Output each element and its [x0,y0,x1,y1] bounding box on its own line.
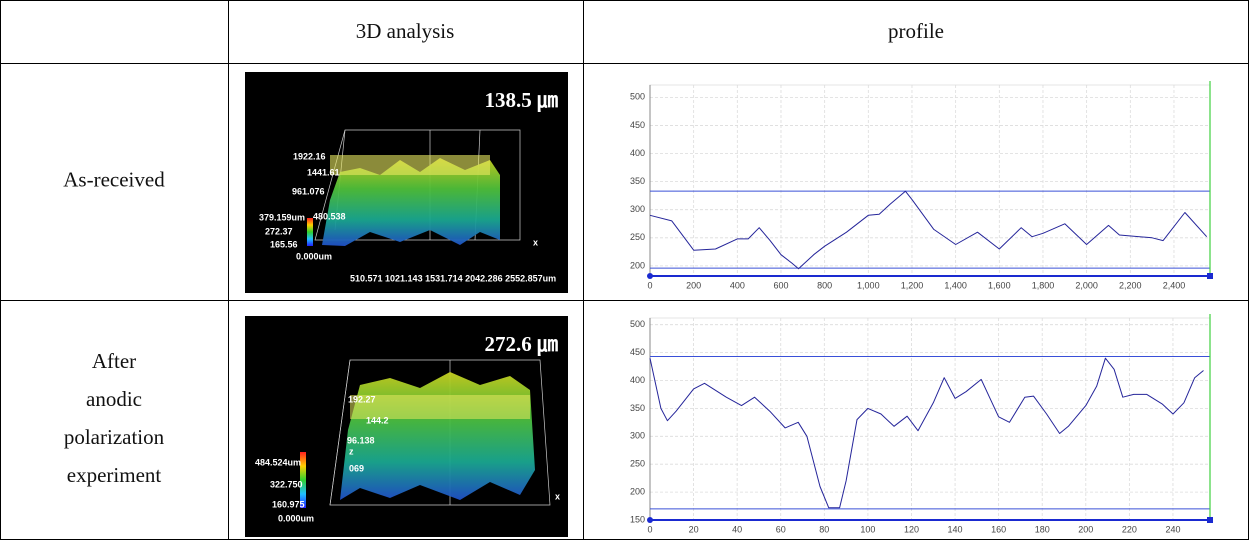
x-tick-label: 1,400 [944,280,967,290]
column-header: 3D analysis [356,19,455,43]
profile-line [649,190,1208,270]
y-tick-label: 400 [630,148,645,158]
axis-label: 961.076 [292,186,325,196]
x-tick-label: 60 [776,524,786,534]
axis-label: 144.2 [366,415,389,425]
y-tick-label: 350 [630,403,645,413]
x-tick-label: 2,000 [1075,280,1098,290]
x-tick-label: 1,000 [857,280,880,290]
row-label: anodic [86,387,142,411]
axis-label: 1441.61 [307,167,340,177]
profile-line [649,357,1204,509]
x-tick-label: 600 [773,280,788,290]
y-tick-label: 450 [630,120,645,130]
axis-label: x [533,237,538,247]
y-tick-label: 300 [630,204,645,214]
axis-label: 510.571 1021.143 1531.714 2042.286 2552.… [350,273,556,283]
y-tick-label: 350 [630,176,645,186]
axis-label: 0.000um [278,513,314,523]
axis-label: x [555,491,560,501]
axis-label: 160.975 [272,499,305,509]
x-tick-label: 240 [1165,524,1180,534]
axis-label: 165.56 [270,239,298,249]
x-tick-label: 800 [817,280,832,290]
selection-start [647,273,653,279]
y-tick-label: 400 [630,375,645,385]
x-tick-label: 200 [1078,524,1093,534]
y-tick-label: 150 [630,514,645,524]
axis-label: 379.159um [259,212,305,222]
surface-image [245,72,568,293]
axis-label: 0.000um [296,251,332,261]
x-tick-label: 1,800 [1032,280,1055,290]
surface-image [245,316,568,537]
row-label: polarization [64,425,165,449]
y-tick-label: 500 [630,319,645,329]
x-tick-label: 220 [1122,524,1137,534]
plot-area [649,317,1211,521]
row-label: experiment [67,463,162,487]
x-tick-label: 2,200 [1119,280,1142,290]
y-tick-label: 250 [630,459,645,469]
x-tick-label: 2,400 [1163,280,1186,290]
x-tick-label: 80 [819,524,829,534]
y-tick-label: 200 [630,486,645,496]
x-tick-label: 120 [904,524,919,534]
height-label: 138.5 ㎛ [485,88,559,113]
x-tick-label: 0 [647,524,652,534]
x-tick-label: 400 [730,280,745,290]
selection-end [1207,273,1213,279]
y-tick-label: 250 [630,232,645,242]
row-label: As-received [63,167,165,191]
x-tick-label: 180 [1035,524,1050,534]
y-tick-label: 500 [630,92,645,102]
y-tick-label: 200 [630,260,645,270]
y-tick-label: 450 [630,347,645,357]
x-tick-label: 1,600 [988,280,1011,290]
axis-label: 192.27 [348,394,376,404]
axis-label: 272.37 [265,226,293,236]
x-tick-label: 0 [647,280,652,290]
x-tick-label: 20 [689,524,699,534]
x-tick-label: 40 [732,524,742,534]
axis-label: 480.538 [313,211,346,221]
row-label: After [92,349,136,373]
x-tick-label: 100 [860,524,875,534]
x-tick-label: 160 [991,524,1006,534]
axis-label: z [349,446,354,456]
axis-label: 069 [349,463,364,473]
height-label: 272.6 ㎛ [485,332,559,357]
y-tick-label: 300 [630,431,645,441]
plot-area [649,84,1211,277]
x-tick-label: 1,200 [901,280,924,290]
column-header: profile [888,19,944,43]
axis-label: 1922.16 [293,151,326,161]
x-tick-label: 140 [948,524,963,534]
axis-label: 322.750 [270,479,303,489]
axis-label: 484.524um [255,457,301,467]
axis-label: 96.138 [347,435,375,445]
selection-end [1207,517,1213,523]
x-tick-label: 200 [686,280,701,290]
selection-start [647,517,653,523]
